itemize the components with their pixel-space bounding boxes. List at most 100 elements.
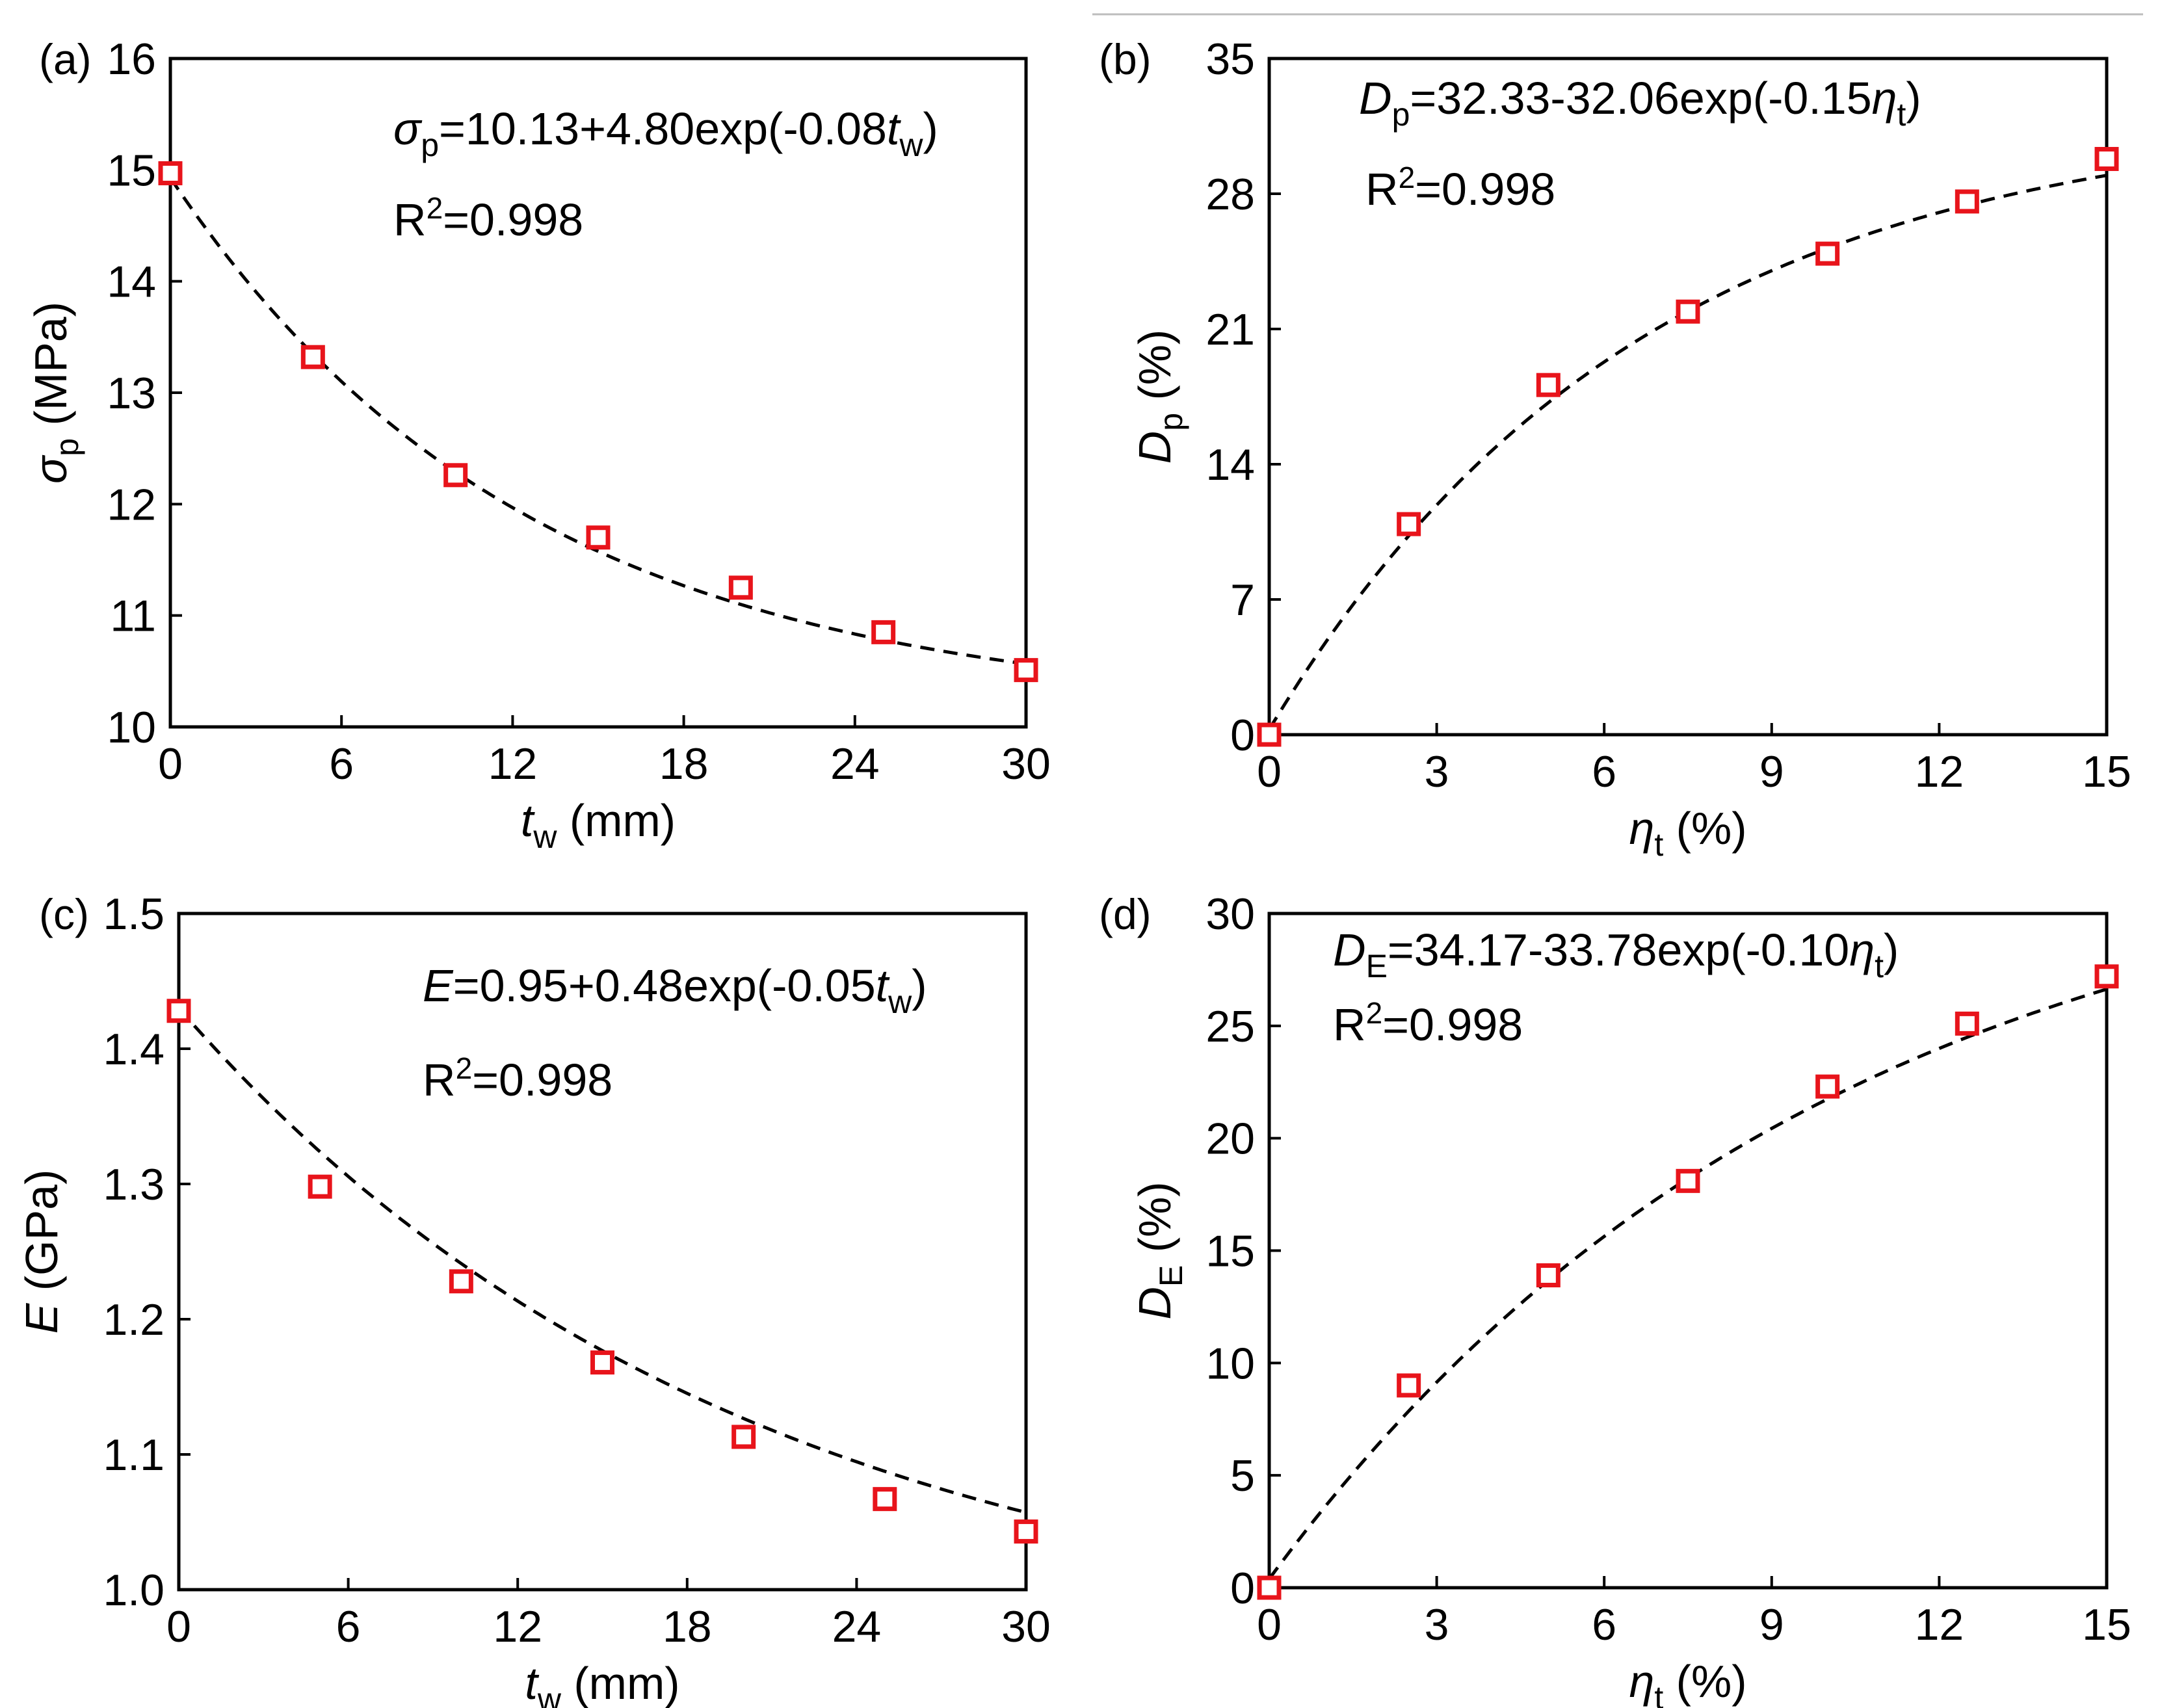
data-point: [1014, 1519, 1038, 1544]
x-axis-unit: (%): [1663, 1656, 1746, 1707]
y-tick-label: 1.5: [103, 889, 165, 939]
y-tick-label: 13: [107, 369, 156, 418]
y-axis-var: σ: [25, 454, 76, 484]
y-tick-label: 14: [1205, 440, 1255, 490]
x-tick-label: 30: [1001, 1602, 1051, 1651]
fit-curve: [1267, 988, 2107, 1580]
eq-lhs-sub: p: [421, 127, 439, 163]
data-point: [158, 161, 183, 185]
data-point: [449, 1269, 473, 1294]
y-axis-unit: (MPa): [25, 302, 76, 438]
data-point: [166, 999, 191, 1023]
x-tick-label: 18: [659, 739, 709, 789]
y-tick-label: 21: [1205, 305, 1255, 354]
y-axis-sub: p: [49, 438, 85, 456]
y-tick-label: 35: [1205, 34, 1255, 84]
r2-value: =0.998: [1382, 999, 1523, 1050]
data-point: [871, 620, 896, 644]
data-point: [1536, 1263, 1561, 1288]
eq-close: ): [1884, 925, 1899, 975]
eq-var-sub: w: [899, 127, 923, 163]
r2-sup: 2: [1399, 161, 1416, 194]
data-point: [2094, 147, 2119, 172]
data-point: [308, 1174, 332, 1199]
x-axis-sub: t: [1654, 1679, 1663, 1708]
x-tick-label: 0: [1257, 1600, 1282, 1649]
x-tick-label: 6: [1592, 1600, 1616, 1649]
eq-var: η: [1872, 73, 1897, 124]
y-tick-label: 25: [1205, 1002, 1255, 1051]
data-point: [1955, 189, 1979, 214]
y-tick-label: 10: [1205, 1339, 1255, 1388]
data-point: [1676, 1168, 1700, 1193]
x-tick-label: 12: [493, 1602, 542, 1651]
y-axis-label: DE (%): [1129, 1181, 1189, 1319]
panel-label: (b): [1099, 35, 1152, 83]
y-tick-label: 15: [1205, 1227, 1255, 1276]
data-point: [1815, 241, 1840, 266]
plot-frame: [1267, 57, 2109, 737]
data-point: [2094, 964, 2119, 989]
eq-rhs: =0.95+0.48exp(-0.05: [453, 960, 876, 1011]
y-tick-label: 1.3: [103, 1160, 165, 1209]
data-point: [731, 1425, 756, 1449]
x-tick-label: 3: [1425, 1600, 1449, 1649]
x-axis-unit: (mm): [561, 1658, 680, 1708]
r2-sup: 2: [427, 191, 443, 225]
r2-sup: 2: [456, 1051, 473, 1085]
plot-frame: [177, 912, 1028, 1592]
data-point: [1397, 1373, 1421, 1398]
r2-sup: 2: [1366, 996, 1383, 1030]
y-tick-label: 5: [1230, 1451, 1255, 1501]
x-tick-label: 15: [2082, 1600, 2131, 1649]
eq-lhs: D: [1333, 925, 1366, 975]
fit-equation: σp=10.13+4.80exp(-0.08tw): [393, 103, 938, 163]
x-axis-sub: t: [1654, 826, 1663, 863]
x-tick-label: 12: [488, 739, 538, 789]
x-axis-var: η: [1629, 1656, 1654, 1707]
y-axis-var: E: [16, 1302, 67, 1334]
y-tick-label: 1.4: [103, 1025, 165, 1074]
x-axis-var: η: [1629, 803, 1654, 854]
y-axis-var: D: [1129, 431, 1180, 464]
eq-close: ): [1906, 73, 1921, 124]
y-tick-label: 1.0: [103, 1566, 165, 1615]
x-tick-label: 15: [2082, 747, 2131, 796]
x-axis-sub: w: [537, 1681, 562, 1708]
fit-equation: DE=34.17-33.78exp(-0.10ηt): [1333, 925, 1899, 984]
data-point: [1397, 512, 1421, 536]
panel-label: (d): [1099, 890, 1152, 938]
y-axis-sub: p: [1153, 413, 1189, 431]
fit-equation: Dp=32.33-32.06exp(-0.15ηt): [1359, 73, 1921, 133]
r2-value: =0.998: [472, 1055, 612, 1105]
x-tick-label: 30: [1001, 739, 1051, 789]
eq-lhs-sub: E: [1366, 948, 1388, 984]
x-tick-label: 24: [830, 739, 880, 789]
y-tick-label: 11: [110, 592, 156, 641]
y-tick-label: 0: [1230, 711, 1255, 760]
y-tick-label: 15: [107, 146, 156, 195]
y-axis-label: E (GPa): [16, 1170, 67, 1334]
x-tick-label: 9: [1759, 747, 1784, 796]
y-tick-label: 30: [1205, 889, 1255, 939]
y-tick-label: 16: [107, 34, 156, 84]
y-axis-label: σp (MPa): [25, 302, 85, 484]
y-tick-label: 14: [107, 257, 156, 307]
r2-base: R: [1333, 999, 1366, 1050]
x-tick-label: 18: [663, 1602, 712, 1651]
eq-lhs: σ: [393, 103, 423, 154]
eq-close: ): [912, 960, 927, 1011]
r2-value: =0.998: [443, 194, 583, 245]
data-point: [728, 575, 753, 600]
eq-rhs: =10.13+4.80exp(-0.08: [439, 103, 887, 154]
y-tick-label: 28: [1205, 170, 1255, 219]
y-axis-unit: (%): [1129, 330, 1180, 413]
x-axis-var: t: [525, 1658, 539, 1708]
x-tick-label: 24: [832, 1602, 882, 1651]
r2-base: R: [393, 194, 427, 245]
eq-close: ): [923, 103, 938, 154]
y-axis-sub: E: [1153, 1265, 1189, 1287]
x-axis-label: tw (mm): [521, 795, 676, 855]
